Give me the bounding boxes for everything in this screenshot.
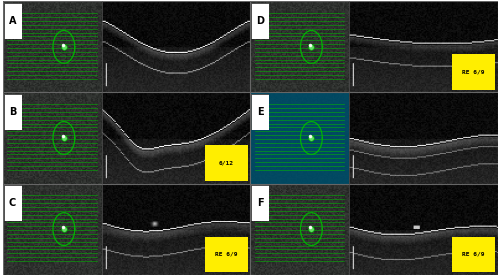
Text: F: F bbox=[256, 198, 264, 208]
Text: C: C bbox=[9, 198, 16, 208]
Text: A: A bbox=[9, 16, 16, 26]
Text: E: E bbox=[256, 107, 264, 117]
Text: RE 6/9: RE 6/9 bbox=[462, 252, 485, 257]
Text: 6/12: 6/12 bbox=[219, 161, 234, 166]
Text: RE 6/9: RE 6/9 bbox=[215, 252, 238, 257]
Text: B: B bbox=[9, 107, 16, 117]
Text: D: D bbox=[256, 16, 264, 26]
Text: RE 6/9: RE 6/9 bbox=[462, 70, 485, 75]
